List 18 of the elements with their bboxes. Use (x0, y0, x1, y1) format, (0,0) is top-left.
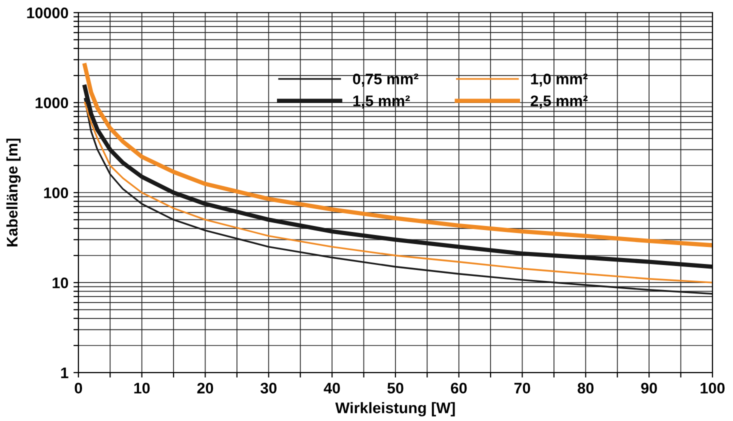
x-tick-label: 0 (74, 382, 82, 394)
x-tick-label: 20 (197, 382, 214, 394)
x-tick-label: 80 (578, 382, 594, 394)
x-tick-label: 40 (324, 382, 340, 394)
y-tick-label: 1000 (36, 97, 68, 108)
x-tick-label: 90 (641, 382, 657, 394)
y-tick-label: 10 (52, 277, 68, 288)
y-tick-label: 10000 (27, 8, 68, 18)
x-tick-label: 30 (260, 382, 277, 394)
y-tick-label: 100 (44, 187, 68, 198)
y-axis-title: Kabellänge [m] (6, 138, 21, 246)
x-tick-label: 10 (134, 382, 150, 394)
x-tick-label: 100 (700, 382, 725, 394)
x-tick-label: 70 (514, 382, 530, 394)
x-tick-label: 60 (450, 382, 467, 394)
x-axis-title: Wirkleistung [W] (335, 402, 455, 416)
x-tick-label: 50 (387, 382, 404, 394)
y-tick-label: 1 (61, 368, 68, 378)
